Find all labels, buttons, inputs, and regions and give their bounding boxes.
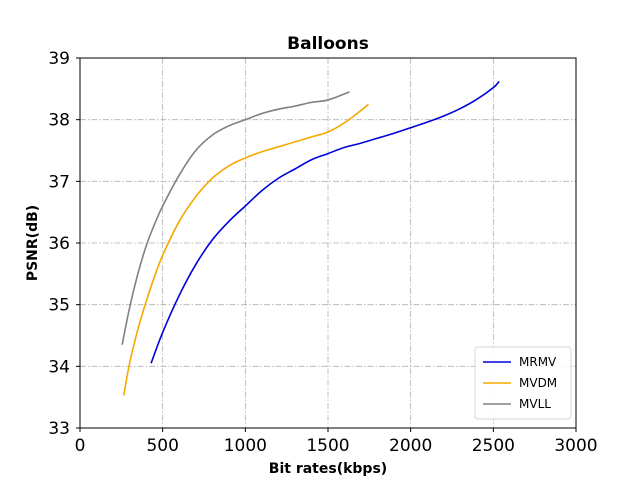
series-line-mrmv [150, 80, 500, 364]
plot-area [121, 80, 500, 396]
x-tick-label: 500 [146, 436, 178, 456]
x-axis-label: Bit rates(kbps) [269, 461, 387, 477]
legend: MRMV MVDM MVLL [474, 346, 572, 420]
y-tick-label: 35 [48, 296, 70, 316]
ticks: 0 500 1000 1500 2000 2500 3000 33 34 35 36 37 38 39 [48, 49, 597, 456]
y-tick-label: 34 [48, 357, 70, 377]
chart-title: Balloons [287, 34, 369, 54]
y-tick-label: 37 [48, 172, 70, 192]
x-tick-label: 1500 [306, 436, 349, 456]
series-line-mvll [121, 91, 350, 345]
legend-label-mrmv: MRMV [519, 355, 557, 369]
y-tick-label: 36 [48, 234, 70, 254]
legend-label-mvdm: MVDM [519, 376, 557, 390]
y-tick-label: 33 [48, 419, 70, 439]
series-line-mvdm [123, 103, 370, 396]
x-tick-label: 2000 [389, 436, 432, 456]
legend-box [474, 346, 572, 420]
y-tick-label: 38 [48, 111, 70, 131]
x-tick-label: 2500 [472, 436, 515, 456]
legend-label-mvll: MVLL [519, 397, 551, 411]
y-tick-label: 39 [48, 49, 70, 69]
x-tick-label: 1000 [224, 436, 267, 456]
y-axis-label: PSNR(dB) [25, 205, 41, 281]
x-tick-label: 0 [75, 436, 86, 456]
x-tick-label: 3000 [554, 436, 597, 456]
